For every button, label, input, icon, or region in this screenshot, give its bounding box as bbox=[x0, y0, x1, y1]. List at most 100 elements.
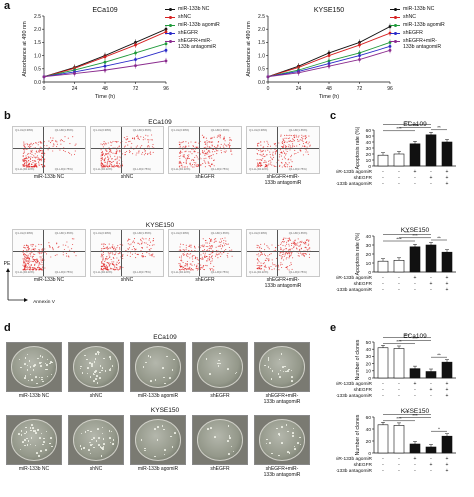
event-dot bbox=[66, 255, 68, 257]
event-dot bbox=[307, 153, 309, 155]
bar bbox=[409, 443, 421, 454]
event-dot bbox=[100, 154, 102, 156]
event-dot bbox=[272, 154, 274, 157]
event-dot bbox=[197, 267, 199, 270]
event-dot bbox=[137, 138, 139, 140]
event-dot bbox=[287, 146, 290, 148]
event-dot bbox=[297, 151, 299, 153]
event-dot bbox=[205, 152, 207, 154]
event-dot bbox=[37, 260, 39, 262]
event-dot bbox=[56, 243, 58, 245]
event-dot bbox=[274, 264, 276, 266]
dish-plate bbox=[258, 419, 306, 461]
event-dot bbox=[37, 158, 39, 160]
x-tick-label: 0 bbox=[43, 86, 46, 92]
event-dot bbox=[120, 256, 122, 258]
event-dot bbox=[271, 262, 274, 264]
colony-dot bbox=[145, 361, 147, 364]
event-dot bbox=[305, 135, 307, 137]
event-dot bbox=[218, 252, 220, 254]
event-dot bbox=[47, 149, 49, 151]
event-dot bbox=[190, 269, 192, 271]
event-dot bbox=[110, 258, 112, 261]
event-dot bbox=[290, 255, 292, 257]
event-dot bbox=[56, 143, 58, 145]
event-dot bbox=[23, 148, 26, 150]
event-dot bbox=[48, 245, 50, 247]
event-dot bbox=[215, 240, 217, 242]
event-dot bbox=[196, 258, 198, 260]
colony-dot bbox=[99, 377, 101, 379]
colony-dot bbox=[97, 351, 99, 353]
y-tick-label: 60 bbox=[366, 415, 372, 421]
y-axis-label: Apoptosis rate (%) bbox=[355, 126, 361, 169]
colony-dot bbox=[26, 437, 28, 440]
event-dot bbox=[299, 241, 301, 243]
event-dot bbox=[35, 164, 37, 167]
quadrant-label: Q1-UL(0.38%) bbox=[93, 128, 112, 133]
event-dot bbox=[108, 269, 110, 271]
event-dot bbox=[212, 251, 214, 254]
colony-dot bbox=[270, 378, 273, 381]
flow-plot: Q1-UL(0.38%) Q1-UR(1.65%) Q1-LL(94.22%) Q1-… bbox=[246, 126, 320, 174]
event-dot bbox=[231, 249, 233, 251]
flow-group-label: shNC bbox=[120, 174, 134, 180]
event-dot bbox=[303, 254, 305, 257]
event-dot bbox=[227, 144, 229, 146]
event-dot bbox=[185, 150, 187, 152]
event-dot bbox=[305, 151, 307, 153]
event-dot bbox=[210, 155, 212, 157]
legend-item: miR-133b agomiR bbox=[165, 22, 247, 28]
quadrant-label: Q1-UR(1.65%) bbox=[210, 231, 230, 236]
quadrant-label: Q1-LL(94.22%) bbox=[93, 270, 113, 275]
treatment-label: miR-133b agomiR bbox=[336, 169, 373, 175]
data-point bbox=[103, 60, 107, 64]
event-dot bbox=[25, 269, 27, 271]
event-dot bbox=[68, 151, 70, 153]
event-dot bbox=[194, 156, 196, 158]
event-dot bbox=[196, 264, 198, 266]
event-dot bbox=[190, 165, 192, 167]
event-dot bbox=[284, 166, 286, 168]
colony-dot bbox=[109, 356, 111, 358]
event-dot bbox=[183, 156, 185, 158]
event-dot bbox=[128, 141, 130, 143]
event-dot bbox=[210, 245, 212, 247]
event-dot bbox=[287, 266, 289, 268]
event-dot bbox=[231, 255, 233, 257]
event-dot bbox=[304, 242, 306, 244]
quadrant-label: Q1-LL(94.22%) bbox=[15, 167, 35, 172]
colony-dot bbox=[102, 438, 105, 440]
event-dot bbox=[23, 265, 25, 267]
event-dot bbox=[148, 145, 150, 147]
event-dot bbox=[179, 143, 181, 145]
event-dot bbox=[209, 151, 211, 153]
event-dot bbox=[309, 144, 311, 146]
event-dot bbox=[193, 166, 195, 168]
treatment-sign: - bbox=[430, 381, 432, 387]
event-dot bbox=[290, 156, 292, 158]
event-dot bbox=[288, 158, 290, 160]
colony-dot bbox=[46, 358, 49, 361]
event-dot bbox=[203, 159, 205, 161]
colony-dot bbox=[96, 375, 98, 377]
data-point bbox=[134, 64, 137, 68]
event-dot bbox=[41, 156, 43, 158]
event-dot bbox=[102, 166, 104, 168]
y-axis-label: Number of clones bbox=[355, 339, 361, 380]
event-dot bbox=[292, 146, 294, 148]
colony-dot bbox=[166, 355, 168, 358]
event-dot bbox=[151, 244, 153, 246]
event-dot bbox=[190, 253, 192, 255]
event-dot bbox=[52, 249, 54, 251]
event-dot bbox=[104, 260, 106, 262]
event-dot bbox=[291, 268, 293, 270]
event-dot bbox=[306, 141, 308, 143]
event-dot bbox=[194, 164, 196, 166]
event-dot bbox=[122, 257, 124, 260]
event-dot bbox=[290, 159, 292, 161]
chart-title: ECa109 bbox=[403, 333, 427, 340]
event-dot bbox=[104, 142, 106, 144]
sig-label: *** bbox=[404, 120, 410, 125]
event-dot bbox=[143, 154, 145, 156]
